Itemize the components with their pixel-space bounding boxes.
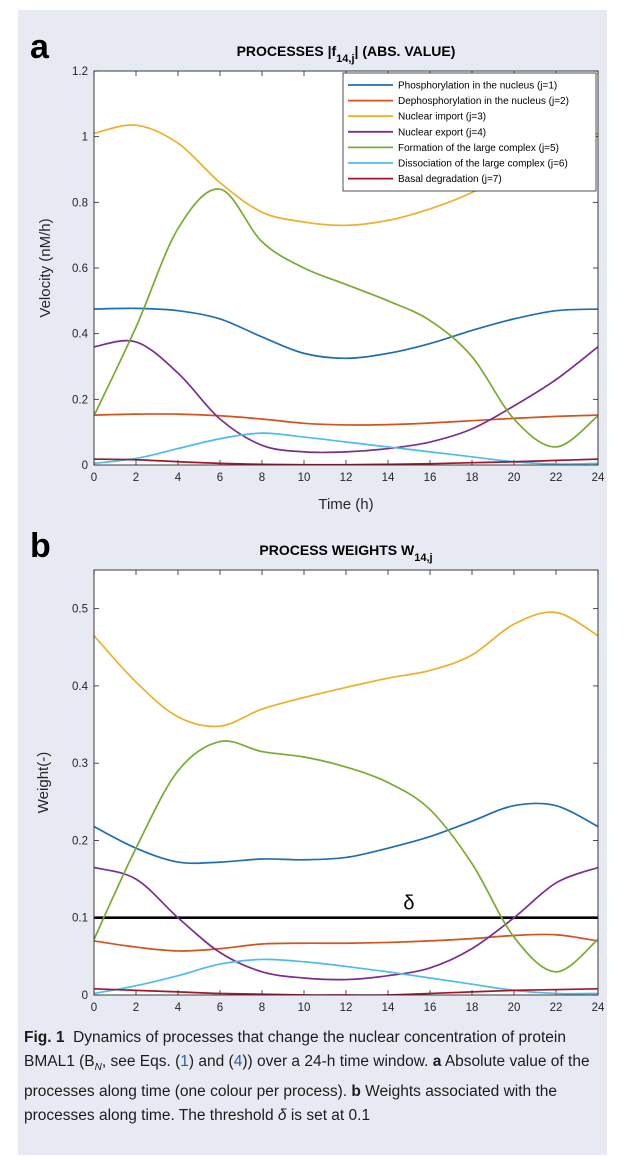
eq-ref-4-link[interactable]: 4 xyxy=(233,1053,243,1070)
x-tick-label: 10 xyxy=(298,472,311,484)
y-tick-label: 0.4 xyxy=(72,681,89,693)
y-tick-label: 0.4 xyxy=(72,329,89,341)
caption-panel-a-text: Absolute value of the processes along ti… xyxy=(24,1053,590,1101)
caption-panel-b-text2: is set at 0.1 xyxy=(290,1107,371,1125)
series-line-j4 xyxy=(94,866,598,981)
chart-title-subscript: 14,j xyxy=(414,552,432,564)
series-group-a xyxy=(94,124,598,465)
x-tick-label: 24 xyxy=(592,472,605,484)
x-tick-label: 22 xyxy=(550,472,563,484)
series-line-j3 xyxy=(94,611,598,728)
chart-title-prefix: PROCESSES |f xyxy=(237,43,337,59)
panel-letter-b: b xyxy=(30,527,51,565)
x-tick-label: 0 xyxy=(91,472,97,484)
legend-entry-j4: Nuclear export (j=4) xyxy=(398,127,486,138)
plot-frame-b xyxy=(93,569,599,996)
legend: Phosphorylation in the nucleus (j=1) Deph… xyxy=(342,72,597,192)
y-tick-label: 0 xyxy=(82,990,88,1002)
caption-line2b: , see Eqs. ( xyxy=(101,1053,181,1070)
legend-entry-j5: Formation of the large complex (j=5) xyxy=(398,143,559,154)
y-tick-label: 0.8 xyxy=(72,197,88,209)
x-tick-label: 16 xyxy=(424,1002,437,1014)
x-tick-label: 12 xyxy=(340,472,353,484)
caption-panel-b-text: Weights associated with the processes al… xyxy=(24,1083,558,1125)
y-tick-label: 1 xyxy=(82,132,88,144)
series-line-j5 xyxy=(94,740,598,973)
eq-ref-1-link[interactable]: 1 xyxy=(180,1053,189,1070)
threshold-delta-label: δ xyxy=(403,893,414,915)
caption-panel-b-label: b xyxy=(351,1083,361,1101)
caption-line2d: )) over a 24-h time window. xyxy=(242,1053,429,1070)
x-tick-label: 14 xyxy=(382,472,395,484)
figure-caption: Fig. 1 Dynamics of processes that change… xyxy=(24,1026,609,1128)
caption-line1: Dynamics of processes that change the nu… xyxy=(73,1029,498,1046)
x-tick-label: 2 xyxy=(133,1002,139,1014)
y-tick-label: 0.5 xyxy=(72,604,88,616)
legend-entry-j7: Basal degradation (j=7) xyxy=(398,174,502,185)
x-tick-label: 0 xyxy=(91,1002,97,1014)
caption-panel-a-label: a xyxy=(432,1053,442,1070)
series-line-j1 xyxy=(94,307,598,360)
caption-delta-symbol: δ xyxy=(277,1107,287,1125)
x-tick-label: 2 xyxy=(133,472,139,484)
caption-line2c: ) and ( xyxy=(188,1053,234,1070)
chart-title-suffix: | (ABS. VALUE) xyxy=(355,43,456,59)
caption-line2a: of protein BMAL1 (B xyxy=(24,1029,566,1070)
legend-entry-j1: Phosphorylation in the nucleus (j=1) xyxy=(398,81,557,92)
x-tick-label: 8 xyxy=(259,1002,265,1014)
x-tick-label: 16 xyxy=(424,472,437,484)
chart-title-subscript: 14,j xyxy=(336,53,354,65)
x-tick-label: 14 xyxy=(382,1002,395,1014)
caption-fig-label: Fig. 1 xyxy=(24,1029,65,1046)
series-line-j5 xyxy=(94,188,598,448)
y-axis-label-b: Weight(-) xyxy=(35,752,52,813)
series-line-j1 xyxy=(94,802,598,865)
x-tick-label: 6 xyxy=(217,472,223,484)
y-tick-label: 0.1 xyxy=(72,913,88,925)
x-tick-label: 24 xyxy=(592,1002,605,1014)
x-tick-label: 18 xyxy=(466,472,479,484)
series-line-j7 xyxy=(94,987,598,995)
y-tick-label: 0.2 xyxy=(72,835,88,847)
x-tick-label: 4 xyxy=(175,472,182,484)
x-tick-label: 20 xyxy=(508,1002,521,1014)
series-line-j4 xyxy=(94,339,598,454)
y-axis-label-a: Velocity (nM/h) xyxy=(37,218,54,317)
x-tick-label: 6 xyxy=(217,1002,223,1014)
chart-title-a: PROCESSES |f14,j| (ABS. VALUE) xyxy=(237,43,456,65)
x-tick-label: 4 xyxy=(175,1002,182,1014)
figure-charts: a PROCESSES |f14,j| (ABS. VALUE)0 2 4 6 8 10 12… xyxy=(30,28,605,1014)
y-tick-label: 0.2 xyxy=(72,394,88,406)
panel-letter-a: a xyxy=(30,28,50,66)
x-tick-label: 18 xyxy=(466,1002,479,1014)
x-axis-label-a: Time (h) xyxy=(318,496,373,513)
legend-entry-j6: Dissociation of the large complex (j=6) xyxy=(398,159,568,170)
legend-entry-j2: Dephosphorylation in the nucleus (j=2) xyxy=(398,96,569,107)
series-group-b xyxy=(94,611,598,995)
plot-frame-a xyxy=(93,70,599,466)
series-line-j2 xyxy=(94,933,598,952)
chart-panel-b: b PROCESS WEIGHTS W14,j0 2 4 6 8 10 12 14 16 18 20 2… xyxy=(30,527,605,1014)
x-tick-label: 22 xyxy=(550,1002,563,1014)
chart-title-b: PROCESS WEIGHTS W14,j xyxy=(259,542,432,564)
caption-sub-n: N xyxy=(94,1062,102,1074)
chart-title-prefix: PROCESS WEIGHTS W xyxy=(259,542,415,558)
x-tick-label: 12 xyxy=(340,1002,353,1014)
y-tick-label: 0.6 xyxy=(72,263,88,275)
plot-area-b xyxy=(94,570,598,995)
y-tick-label: 0 xyxy=(82,460,88,472)
x-tick-label: 20 xyxy=(508,472,521,484)
y-tick-label: 1.2 xyxy=(72,66,88,78)
legend-entry-j3: Nuclear import (j=3) xyxy=(398,112,486,123)
x-tick-label: 8 xyxy=(259,472,265,484)
chart-panel-a: a PROCESSES |f14,j| (ABS. VALUE)0 2 4 6 8 10 12… xyxy=(30,28,605,513)
x-tick-label: 10 xyxy=(298,1002,311,1014)
y-tick-label: 0.3 xyxy=(72,758,88,770)
